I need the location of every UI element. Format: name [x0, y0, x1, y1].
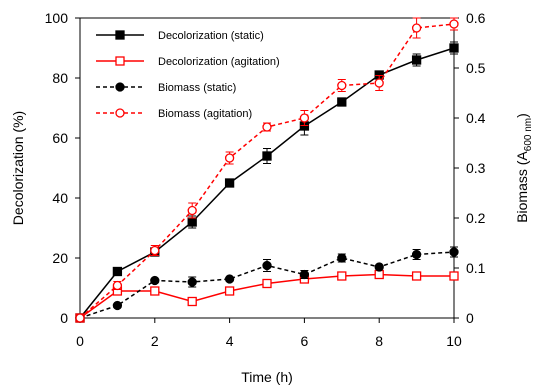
data-point [449, 19, 459, 29]
data-point [75, 313, 85, 323]
series-biomass-static [75, 246, 459, 323]
data-point [449, 271, 459, 281]
legend-item: Decolorization (agitation) [96, 56, 280, 68]
legend-marker [115, 56, 125, 66]
legend-label: Biomass (agitation) [158, 108, 252, 120]
data-point [112, 280, 123, 291]
y-left-tick-label: 20 [52, 250, 68, 266]
data-point [224, 178, 235, 188]
data-point [187, 277, 197, 287]
y-right-tick-label: 0.6 [466, 10, 486, 26]
data-point [112, 266, 123, 277]
data-point [262, 151, 272, 161]
x-tick-label: 10 [446, 333, 462, 349]
x-axis-title: Time (h) [241, 369, 293, 385]
data-point [411, 271, 422, 281]
y-left-tick-label: 60 [52, 130, 68, 146]
legend: Decolorization (static) Decolorization (a… [96, 30, 280, 120]
data-point [337, 80, 347, 91]
data-point [411, 249, 422, 260]
y-right-tick-label: 0.2 [466, 210, 486, 226]
y-right-axis-title-main: Biomass (A [514, 151, 530, 223]
data-point [374, 262, 384, 272]
y-left-tick-label: 40 [52, 190, 68, 206]
data-point [411, 55, 422, 65]
series-line [79, 47, 455, 319]
x-tick-label: 0 [76, 333, 84, 349]
data-point [224, 274, 235, 284]
y-right-tick-label: 0.3 [466, 160, 486, 176]
data-point [187, 217, 197, 227]
y-right-axis-title: Biomass (A600 nm) [514, 113, 534, 223]
series-biomass-agitation [75, 17, 459, 323]
x-tick-label: 2 [151, 333, 159, 349]
data-point [224, 286, 235, 296]
y-right-tick-label: 0.1 [466, 260, 486, 276]
legend-marker [115, 108, 125, 118]
data-point [337, 253, 347, 263]
y-left-tick-label: 0 [60, 310, 68, 326]
y-right-tick-label: 0 [466, 310, 474, 326]
data-point [449, 247, 459, 257]
legend-label: Decolorization (static) [158, 30, 264, 42]
y-right-axis-title-subscript: 600 nm [523, 118, 534, 151]
x-tick-label: 8 [375, 333, 383, 349]
data-point [150, 245, 160, 256]
y-right-axis-title-end: ) [514, 113, 530, 118]
data-point [337, 271, 347, 281]
legend-label: Decolorization (agitation) [158, 56, 280, 68]
legend-item: Decolorization (static) [96, 30, 264, 42]
data-point [374, 269, 384, 280]
data-point [262, 278, 272, 289]
data-point [187, 205, 197, 216]
data-point [262, 122, 272, 132]
y-left-axis-title: Decolorization (%) [10, 111, 26, 225]
data-point [224, 153, 235, 163]
series-decolorization-agitation [75, 269, 459, 323]
x-tick-label: 4 [226, 333, 234, 349]
y-right-tick-label: 0.4 [466, 110, 486, 126]
data-point [374, 78, 384, 88]
legend-marker [115, 30, 125, 40]
data-point [449, 43, 459, 53]
data-point [187, 296, 197, 307]
data-point [299, 269, 310, 280]
series-layer [75, 17, 459, 323]
y-right-tick-label: 0.5 [466, 60, 486, 76]
legend-item: Biomass (static) [96, 82, 236, 94]
data-point [112, 300, 123, 311]
y-left-tick-label: 80 [52, 70, 68, 86]
data-point [299, 113, 310, 123]
data-point [262, 260, 272, 271]
data-point [150, 286, 160, 296]
x-tick-label: 6 [301, 333, 309, 349]
data-point [411, 23, 422, 33]
legend-marker [115, 82, 125, 92]
legend-label: Biomass (static) [158, 82, 236, 94]
legend-item: Biomass (agitation) [96, 108, 252, 120]
data-point [150, 275, 160, 286]
data-point [337, 97, 347, 107]
y-left-tick-label: 100 [45, 10, 69, 26]
